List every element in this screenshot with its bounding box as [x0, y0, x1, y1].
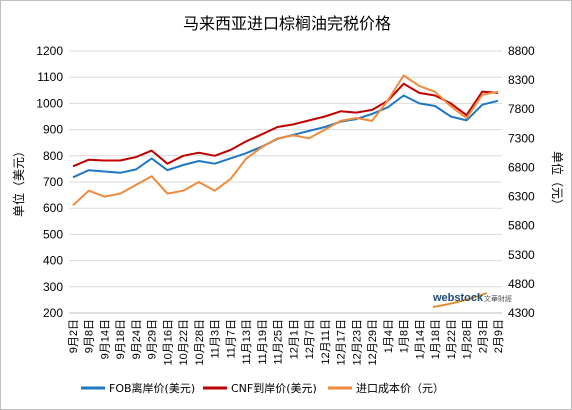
x-tick: 9月14日 [99, 319, 111, 359]
x-tick: 9月18日 [115, 319, 127, 359]
y-axis-left-label: 单位（美元） [11, 145, 26, 217]
watermark-sub: 文華財經 [484, 294, 512, 303]
legend-label-2: 进口成本价（元） [356, 381, 444, 395]
watermark-brand: webstock [432, 292, 484, 304]
x-tick: 12月7日 [304, 319, 316, 359]
x-tick: 12月1日 [288, 319, 300, 359]
y-left-tick: 600 [43, 201, 63, 215]
x-tick: 12月11日 [320, 319, 332, 365]
y-left-tick-labels: 200 300 400 500 600 700 800 900 1000 1100 1200 [36, 44, 63, 320]
series-line-2 [72, 74, 499, 207]
y-left-tick: 900 [43, 123, 63, 137]
legend-label-0: FOB离岸价(美元) [109, 381, 195, 395]
y-right-tick: 7300 [508, 131, 535, 145]
y-right-tick: 6800 [508, 160, 535, 174]
watermark-logo: webstock 文華財經 [432, 292, 512, 308]
x-tick: 12月23日 [351, 319, 363, 365]
y-right-tick: 4800 [508, 277, 535, 291]
x-tick: 12月29日 [367, 319, 379, 365]
y-right-tick: 6300 [508, 190, 535, 204]
x-tick: 11月13日 [241, 319, 253, 365]
x-tick: 2月9日 [493, 319, 505, 353]
series-lines [72, 74, 499, 207]
x-tick: 1月22日 [446, 319, 458, 359]
x-tick: 9月2日 [68, 319, 80, 353]
x-tick: 1月8日 [399, 319, 411, 353]
gridlines [69, 50, 502, 314]
x-tick: 1月4日 [383, 319, 395, 353]
y-left-tick: 200 [43, 306, 63, 320]
x-tick: 1月18日 [430, 319, 442, 359]
series-line-1 [72, 82, 499, 168]
legend: FOB离岸价(美元) CNF到岸价(美元) 进口成本价（元） [81, 381, 444, 395]
y-left-tick: 800 [43, 149, 63, 163]
x-tick: 11月7日 [225, 319, 237, 359]
x-tick: 9月24日 [131, 319, 143, 359]
y-right-tick: 8300 [508, 73, 535, 87]
x-tick: 9月8日 [84, 319, 96, 353]
y-left-tick: 400 [43, 254, 63, 268]
y-right-tick: 5300 [508, 248, 535, 262]
x-tick: 11月25日 [273, 319, 285, 365]
x-tick: 1月14日 [414, 319, 426, 359]
y-right-tick-labels: 4300 4800 5300 5800 6300 6800 7300 7800 8300 8800 [508, 44, 535, 320]
y-left-tick: 300 [43, 280, 63, 294]
x-tick: 10月16日 [162, 319, 174, 365]
legend-label-1: CNF到岸价(美元) [231, 382, 317, 395]
y-right-tick: 5800 [508, 219, 535, 233]
y-right-tick: 7800 [508, 102, 535, 116]
y-left-tick: 700 [43, 175, 63, 189]
x-tick: 2月3日 [477, 319, 489, 353]
y-right-tick: 4300 [508, 306, 535, 320]
x-tick: 10月28日 [194, 319, 206, 365]
x-tick: 12月17日 [336, 319, 348, 365]
y-axis-right-label: 单位（元） [550, 151, 565, 211]
y-left-tick: 1100 [37, 70, 63, 84]
y-right-tick: 8800 [508, 44, 535, 58]
logo-swoosh [432, 292, 488, 308]
chart-title: 马来西亚进口棕榈油完税价格 [183, 14, 391, 33]
x-tick: 10月22日 [178, 319, 190, 365]
x-tick: 11月19日 [257, 319, 269, 365]
y-left-tick: 500 [43, 227, 63, 241]
x-tick: 11月3日 [210, 319, 222, 359]
y-left-tick: 1000 [36, 96, 63, 110]
x-tick: 1月28日 [462, 319, 474, 359]
x-tick-labels: 9月2日 9月8日 9月14日 9月18日 9月24日 9月29日 10月16日 10月22日… [68, 319, 505, 365]
y-left-tick: 1200 [36, 44, 63, 58]
x-tick: 9月29日 [147, 319, 159, 359]
